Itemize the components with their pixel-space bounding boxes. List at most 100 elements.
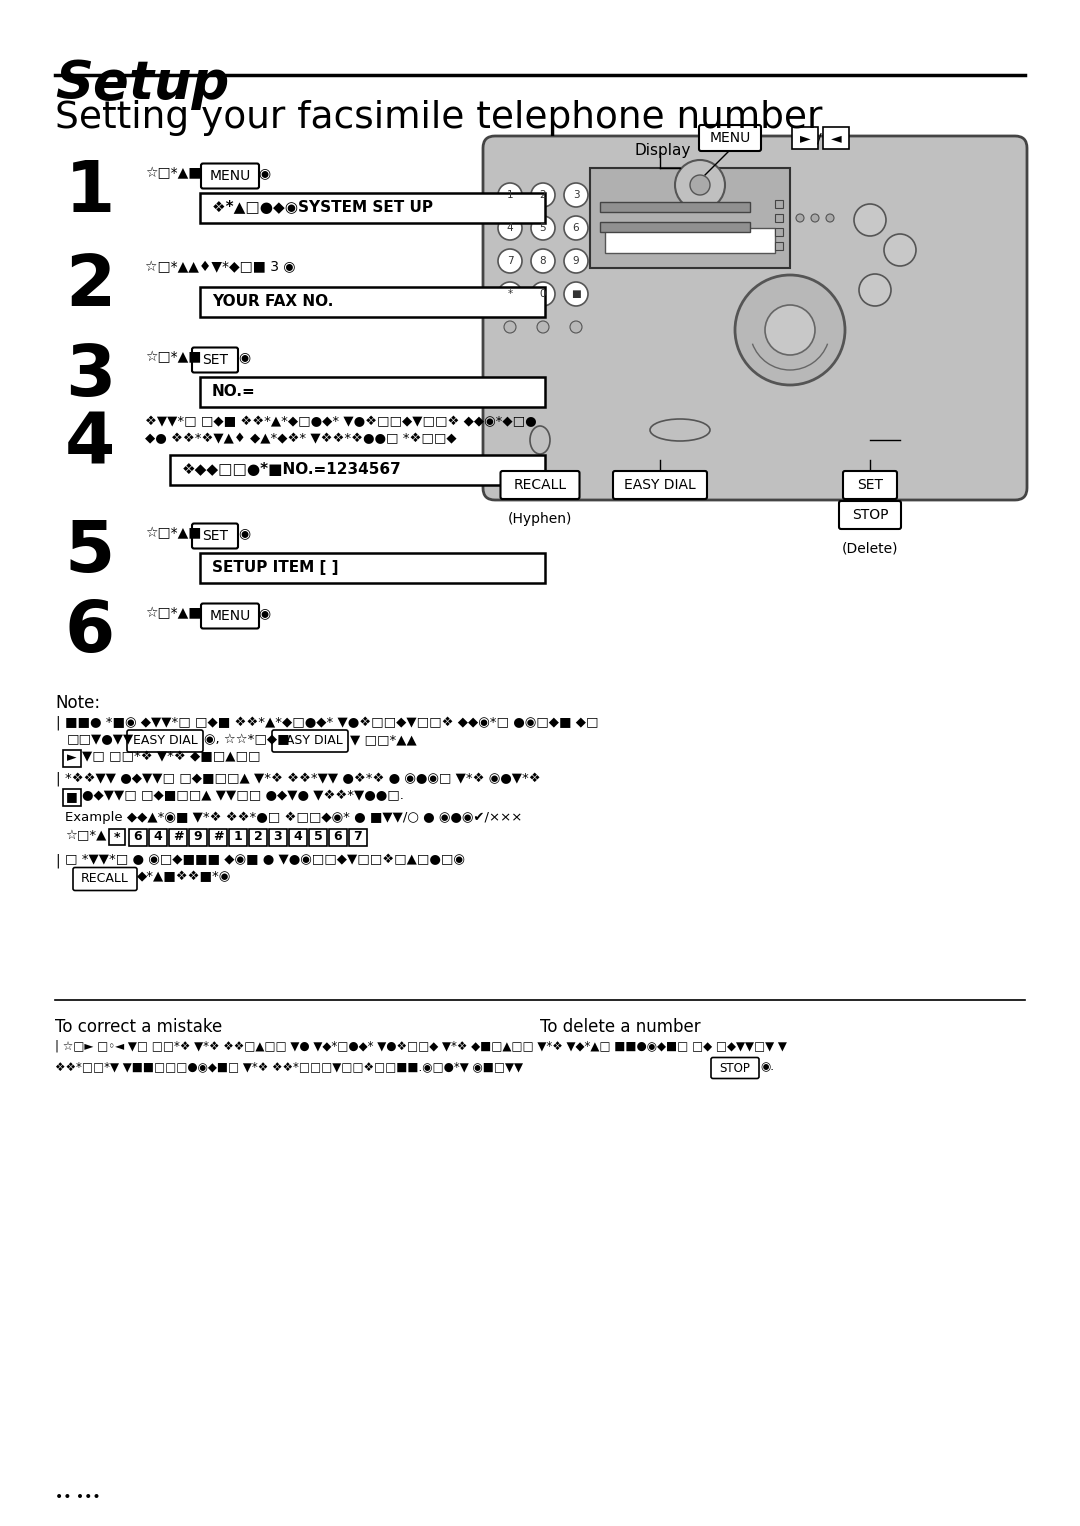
Circle shape [531,249,555,273]
Text: SET: SET [202,353,228,366]
Text: *: * [113,830,120,844]
FancyBboxPatch shape [711,1058,759,1079]
Text: 6: 6 [65,598,116,667]
Text: 4: 4 [294,830,302,842]
Text: 4: 4 [507,223,513,233]
Text: ◉, ☆☆*□◆■: ◉, ☆☆*□◆■ [204,732,289,746]
Text: 1: 1 [233,830,242,842]
Text: ►: ► [67,751,77,765]
Text: ❖*▲□●◆◉SYSTEM SET UP: ❖*▲□●◆◉SYSTEM SET UP [212,200,433,215]
Text: EASY DIAL: EASY DIAL [133,734,198,748]
Text: ❖▼▼*□ □◆■ ❖❖*▲*◆□●◆* ▼●❖□□◆▼□□❖ ◆◆◉*◆□●: ❖▼▼*□ □◆■ ❖❖*▲*◆□●◆* ▼●❖□□◆▼□□❖ ◆◆◉*◆□● [145,415,537,427]
Bar [109,829,125,845]
Text: 7: 7 [507,256,513,266]
Text: /: / [816,131,821,145]
Text: Setting your facsimile telephone number: Setting your facsimile telephone number [55,101,823,136]
Text: ◉: ◉ [258,166,270,180]
Text: ■■● *■◉ ◆▼▼*□ □◆■ ❖❖*▲*◆□●◆* ▼●❖□□◆▼□□❖ ◆◆◉*□ ●◉□◆■ ◆□: ■■● *■◉ ◆▼▼*□ □◆■ ❖❖*▲*◆□●◆* ▼●❖□□◆▼□□❖ … [65,716,598,729]
Text: |: | [55,853,59,867]
Circle shape [498,183,522,208]
Text: (Delete): (Delete) [841,542,899,555]
Bar [63,789,81,806]
Text: 4: 4 [153,830,162,842]
Text: Example ◆◆▲*◉■ ▼*❖ ❖❖*●□ ❖□□◆◉* ● ■▼▼/○ ● ◉●◉✔/×××: Example ◆◆▲*◉■ ▼*❖ ❖❖*●□ ❖□□◆◉* ● ■▼▼/○ … [65,810,523,824]
Bar [200,192,545,223]
Bar [349,829,367,845]
Circle shape [796,214,804,221]
FancyBboxPatch shape [613,472,707,499]
Text: 4: 4 [65,410,116,479]
Text: 0: 0 [540,288,546,299]
Text: □□▼●▼▼: □□▼●▼▼ [67,732,134,746]
Text: To correct a mistake: To correct a mistake [55,1018,222,1036]
Text: ■: ■ [66,790,78,804]
Circle shape [564,183,588,208]
Bar [600,221,750,232]
Text: SET: SET [202,530,228,543]
Circle shape [854,204,886,237]
Text: ▼ □□*▲▲: ▼ □□*▲▲ [350,732,417,746]
Text: 5: 5 [313,830,322,842]
Text: 3: 3 [572,191,579,200]
Text: EASY DIAL: EASY DIAL [278,734,342,748]
Bar [229,829,247,845]
Circle shape [531,282,555,307]
FancyBboxPatch shape [127,729,203,752]
Bar [210,829,227,845]
Text: 1: 1 [65,159,116,227]
Text: ●◆▼▼□ □◆■□□▲ ▼▼□□ ●◆▼● ▼❖❖*▼●●□.: ●◆▼▼□ □◆■□□▲ ▼▼□□ ●◆▼● ▼❖❖*▼●●□. [82,789,404,803]
Bar [775,214,783,221]
Text: 9: 9 [572,256,579,266]
Bar [170,455,545,485]
Text: ◉.: ◉. [760,1061,774,1073]
Text: ▼□ □□*❖ ▼*❖ ◆■□▲□□: ▼□ □□*❖ ▼*❖ ◆■□▲□□ [82,749,260,763]
FancyBboxPatch shape [500,472,580,499]
Bar [775,243,783,250]
Circle shape [570,320,582,333]
Text: 2: 2 [540,191,546,200]
Text: 3: 3 [273,830,282,842]
Text: 2: 2 [65,252,116,320]
Bar [129,829,147,845]
Bar [600,201,750,212]
Bar [309,829,327,845]
Text: YOUR FAX NO.: YOUR FAX NO. [212,295,334,308]
Circle shape [504,320,516,333]
Text: 5: 5 [65,517,116,588]
Text: *❖❖▼▼ ●◆▼▼□ □◆■□□▲ ▼*❖ ❖❖*▼▼ ●❖*❖ ● ◉●◉□ ▼*❖ ◉●▼*❖: *❖❖▼▼ ●◆▼▼□ □◆■□□▲ ▼*❖ ❖❖*▼▼ ●❖*❖ ● ◉●◉□… [65,772,541,784]
Bar [775,200,783,208]
Circle shape [564,249,588,273]
Text: *: * [508,288,513,299]
Text: Setup: Setup [55,58,229,110]
Text: 6: 6 [572,223,579,233]
Circle shape [531,217,555,240]
Bar [269,829,287,845]
Text: RECALL: RECALL [513,478,567,491]
Text: ►: ► [799,131,810,145]
Text: ◄: ◄ [831,131,841,145]
Text: □ *▼▼*□ ● ◉□◆■■■ ◆◉■ ● ▼●◉□□◆▼□□❖□▲□●□◉: □ *▼▼*□ ● ◉□◆■■■ ◆◉■ ● ▼●◉□□◆▼□□❖□▲□●□◉ [65,853,464,865]
Text: Note:: Note: [55,694,100,713]
Circle shape [826,214,834,221]
Bar [63,749,81,766]
Bar [775,227,783,237]
Circle shape [498,217,522,240]
Circle shape [690,175,710,195]
Bar [200,377,545,407]
Circle shape [498,249,522,273]
Text: ■: ■ [571,288,581,299]
Text: |: | [55,716,59,731]
Circle shape [811,214,819,221]
Text: ❖❖*□□*▼ ▼■■□□□●◉◆■□ ▼*❖ ❖❖*□□□▼□□❖□□■■.◉□●*▼ ◉■□▼▼: ❖❖*□□*▼ ▼■■□□□●◉◆■□ ▼*❖ ❖❖*□□□▼□□❖□□■■.◉… [55,1061,523,1073]
Text: 8: 8 [540,256,546,266]
Text: ◆● ❖❖*❖▼▲♦ ◆▲*◆❖* ▼❖❖*❖●●□ *❖□□◆: ◆● ❖❖*❖▼▲♦ ◆▲*◆❖* ▼❖❖*❖●●□ *❖□□◆ [145,432,457,446]
Circle shape [564,217,588,240]
Text: RECALL: RECALL [81,873,129,885]
Bar [329,829,347,845]
Circle shape [735,275,845,385]
Bar [605,227,775,253]
FancyBboxPatch shape [192,348,238,372]
Text: ◉: ◉ [258,606,270,620]
Text: 1: 1 [507,191,513,200]
Text: ☆□*▲■: ☆□*▲■ [145,526,201,540]
